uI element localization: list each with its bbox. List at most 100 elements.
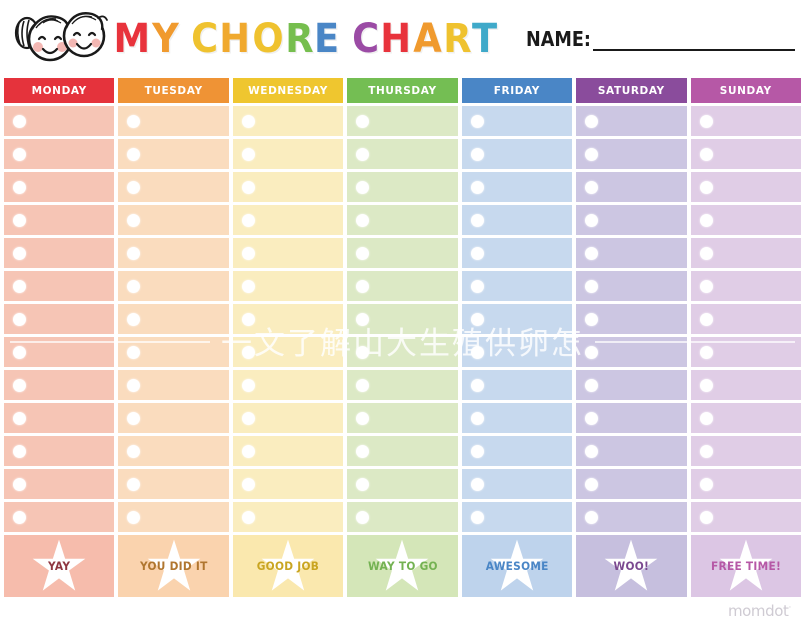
task-cell[interactable] (690, 106, 801, 136)
task-cell[interactable] (118, 139, 229, 169)
task-cell[interactable] (4, 370, 115, 400)
circle-checkbox-icon[interactable] (470, 477, 484, 491)
task-cell[interactable] (461, 370, 573, 400)
circle-checkbox-icon[interactable] (241, 411, 255, 425)
task-cell[interactable] (232, 172, 344, 202)
task-cell[interactable] (118, 337, 229, 367)
task-cell[interactable] (118, 403, 229, 433)
circle-checkbox-icon[interactable] (699, 246, 713, 260)
task-cell[interactable] (347, 139, 458, 169)
task-cell[interactable] (118, 205, 229, 235)
circle-checkbox-icon[interactable] (585, 180, 599, 194)
task-cell[interactable] (576, 502, 687, 532)
circle-checkbox-icon[interactable] (241, 246, 255, 260)
circle-checkbox-icon[interactable] (699, 411, 713, 425)
day-header-thursday[interactable]: THURSDAY (347, 78, 458, 103)
circle-checkbox-icon[interactable] (699, 378, 713, 392)
task-cell[interactable] (118, 106, 229, 136)
circle-checkbox-icon[interactable] (585, 477, 599, 491)
circle-checkbox-icon[interactable] (585, 378, 599, 392)
circle-checkbox-icon[interactable] (699, 510, 713, 524)
name-input-line[interactable] (593, 31, 795, 51)
task-cell[interactable] (576, 139, 687, 169)
task-cell[interactable] (576, 337, 687, 367)
task-cell[interactable] (461, 106, 573, 136)
circle-checkbox-icon[interactable] (13, 477, 26, 491)
circle-checkbox-icon[interactable] (470, 279, 484, 293)
circle-checkbox-icon[interactable] (699, 114, 713, 128)
circle-checkbox-icon[interactable] (356, 279, 370, 293)
circle-checkbox-icon[interactable] (699, 345, 713, 359)
circle-checkbox-icon[interactable] (356, 180, 370, 194)
task-cell[interactable] (232, 106, 344, 136)
task-cell[interactable] (690, 205, 801, 235)
circle-checkbox-icon[interactable] (13, 246, 26, 260)
circle-checkbox-icon[interactable] (356, 114, 370, 128)
task-cell[interactable] (347, 271, 458, 301)
task-cell[interactable] (690, 502, 801, 532)
task-cell[interactable] (232, 304, 344, 334)
circle-checkbox-icon[interactable] (699, 477, 713, 491)
circle-checkbox-icon[interactable] (470, 114, 484, 128)
circle-checkbox-icon[interactable] (585, 510, 599, 524)
circle-checkbox-icon[interactable] (356, 378, 370, 392)
day-header-wednesday[interactable]: WEDNESDAY (232, 78, 344, 103)
task-cell[interactable] (461, 469, 573, 499)
task-cell[interactable] (461, 205, 573, 235)
circle-checkbox-icon[interactable] (699, 444, 713, 458)
circle-checkbox-icon[interactable] (470, 411, 484, 425)
task-cell[interactable] (461, 271, 573, 301)
task-cell[interactable] (4, 469, 115, 499)
circle-checkbox-icon[interactable] (585, 114, 599, 128)
circle-checkbox-icon[interactable] (241, 345, 255, 359)
circle-checkbox-icon[interactable] (585, 411, 599, 425)
task-cell[interactable] (576, 205, 687, 235)
task-cell[interactable] (4, 502, 115, 532)
task-cell[interactable] (576, 106, 687, 136)
task-cell[interactable] (4, 271, 115, 301)
task-cell[interactable] (576, 172, 687, 202)
circle-checkbox-icon[interactable] (356, 345, 370, 359)
task-cell[interactable] (690, 271, 801, 301)
circle-checkbox-icon[interactable] (470, 510, 484, 524)
task-cell[interactable] (118, 304, 229, 334)
task-cell[interactable] (347, 304, 458, 334)
task-cell[interactable] (118, 469, 229, 499)
task-cell[interactable] (347, 436, 458, 466)
circle-checkbox-icon[interactable] (127, 180, 141, 194)
circle-checkbox-icon[interactable] (13, 444, 26, 458)
circle-checkbox-icon[interactable] (356, 246, 370, 260)
circle-checkbox-icon[interactable] (127, 114, 141, 128)
circle-checkbox-icon[interactable] (470, 213, 484, 227)
circle-checkbox-icon[interactable] (356, 147, 370, 161)
task-cell[interactable] (118, 172, 229, 202)
task-cell[interactable] (690, 238, 801, 268)
circle-checkbox-icon[interactable] (241, 378, 255, 392)
task-cell[interactable] (576, 304, 687, 334)
circle-checkbox-icon[interactable] (585, 279, 599, 293)
task-cell[interactable] (576, 370, 687, 400)
circle-checkbox-icon[interactable] (127, 213, 141, 227)
circle-checkbox-icon[interactable] (241, 114, 255, 128)
task-cell[interactable] (690, 337, 801, 367)
task-cell[interactable] (118, 238, 229, 268)
task-cell[interactable] (232, 139, 344, 169)
task-cell[interactable] (347, 469, 458, 499)
circle-checkbox-icon[interactable] (13, 147, 26, 161)
task-cell[interactable] (347, 238, 458, 268)
task-cell[interactable] (4, 106, 115, 136)
circle-checkbox-icon[interactable] (13, 378, 26, 392)
task-cell[interactable] (690, 469, 801, 499)
circle-checkbox-icon[interactable] (13, 510, 26, 524)
task-cell[interactable] (461, 139, 573, 169)
circle-checkbox-icon[interactable] (585, 246, 599, 260)
task-cell[interactable] (232, 238, 344, 268)
task-cell[interactable] (576, 271, 687, 301)
task-cell[interactable] (576, 238, 687, 268)
circle-checkbox-icon[interactable] (241, 444, 255, 458)
circle-checkbox-icon[interactable] (241, 312, 255, 326)
task-cell[interactable] (690, 403, 801, 433)
task-cell[interactable] (347, 403, 458, 433)
circle-checkbox-icon[interactable] (13, 312, 26, 326)
circle-checkbox-icon[interactable] (127, 477, 141, 491)
